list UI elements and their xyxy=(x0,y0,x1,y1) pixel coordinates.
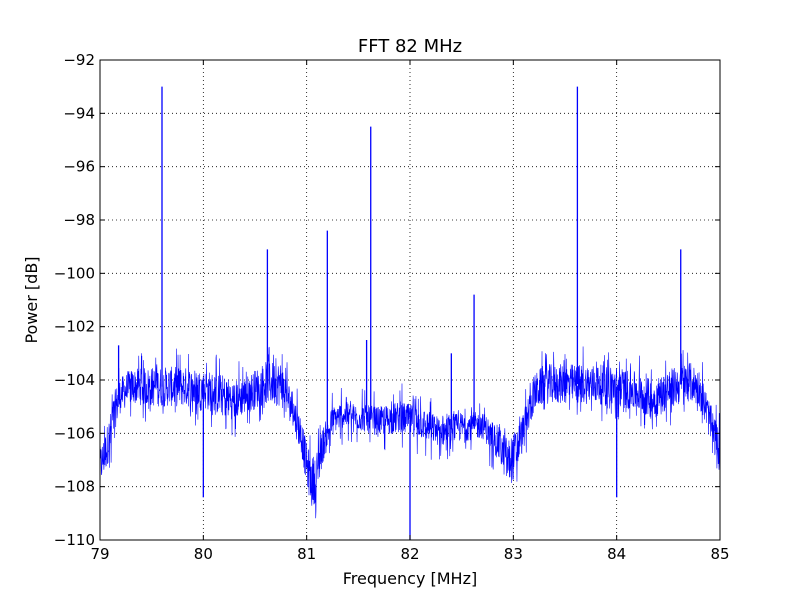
y-tick-label: −96 xyxy=(63,158,95,176)
axis-ticks: 79 80 81 82 83 84 85 −92 −94 −96 −98 −100 −102 −104 −1… xyxy=(54,51,730,563)
y-tick-label: −108 xyxy=(54,478,95,496)
x-tick-label: 85 xyxy=(710,545,729,563)
y-tick-label: −92 xyxy=(63,51,95,69)
y-tick-label: −104 xyxy=(54,371,95,389)
y-axis-label: Power [dB] xyxy=(22,256,41,343)
y-tick-label: −94 xyxy=(63,104,95,122)
chart-title: FFT 82 MHz xyxy=(358,36,462,57)
y-tick-label: −106 xyxy=(54,424,95,442)
y-tick-label: −98 xyxy=(63,211,95,229)
y-tick-label: −102 xyxy=(54,318,95,336)
x-tick-label: 84 xyxy=(607,545,626,563)
x-tick-label: 82 xyxy=(400,545,419,563)
fft-trace xyxy=(99,86,721,540)
x-tick-label: 79 xyxy=(90,545,109,563)
x-tick-label: 83 xyxy=(504,545,523,563)
x-tick-label: 80 xyxy=(194,545,213,563)
x-axis-label: Frequency [MHz] xyxy=(343,569,477,588)
x-tick-label: 81 xyxy=(297,545,316,563)
y-tick-label: −110 xyxy=(54,531,95,549)
y-tick-label: −100 xyxy=(54,264,95,282)
